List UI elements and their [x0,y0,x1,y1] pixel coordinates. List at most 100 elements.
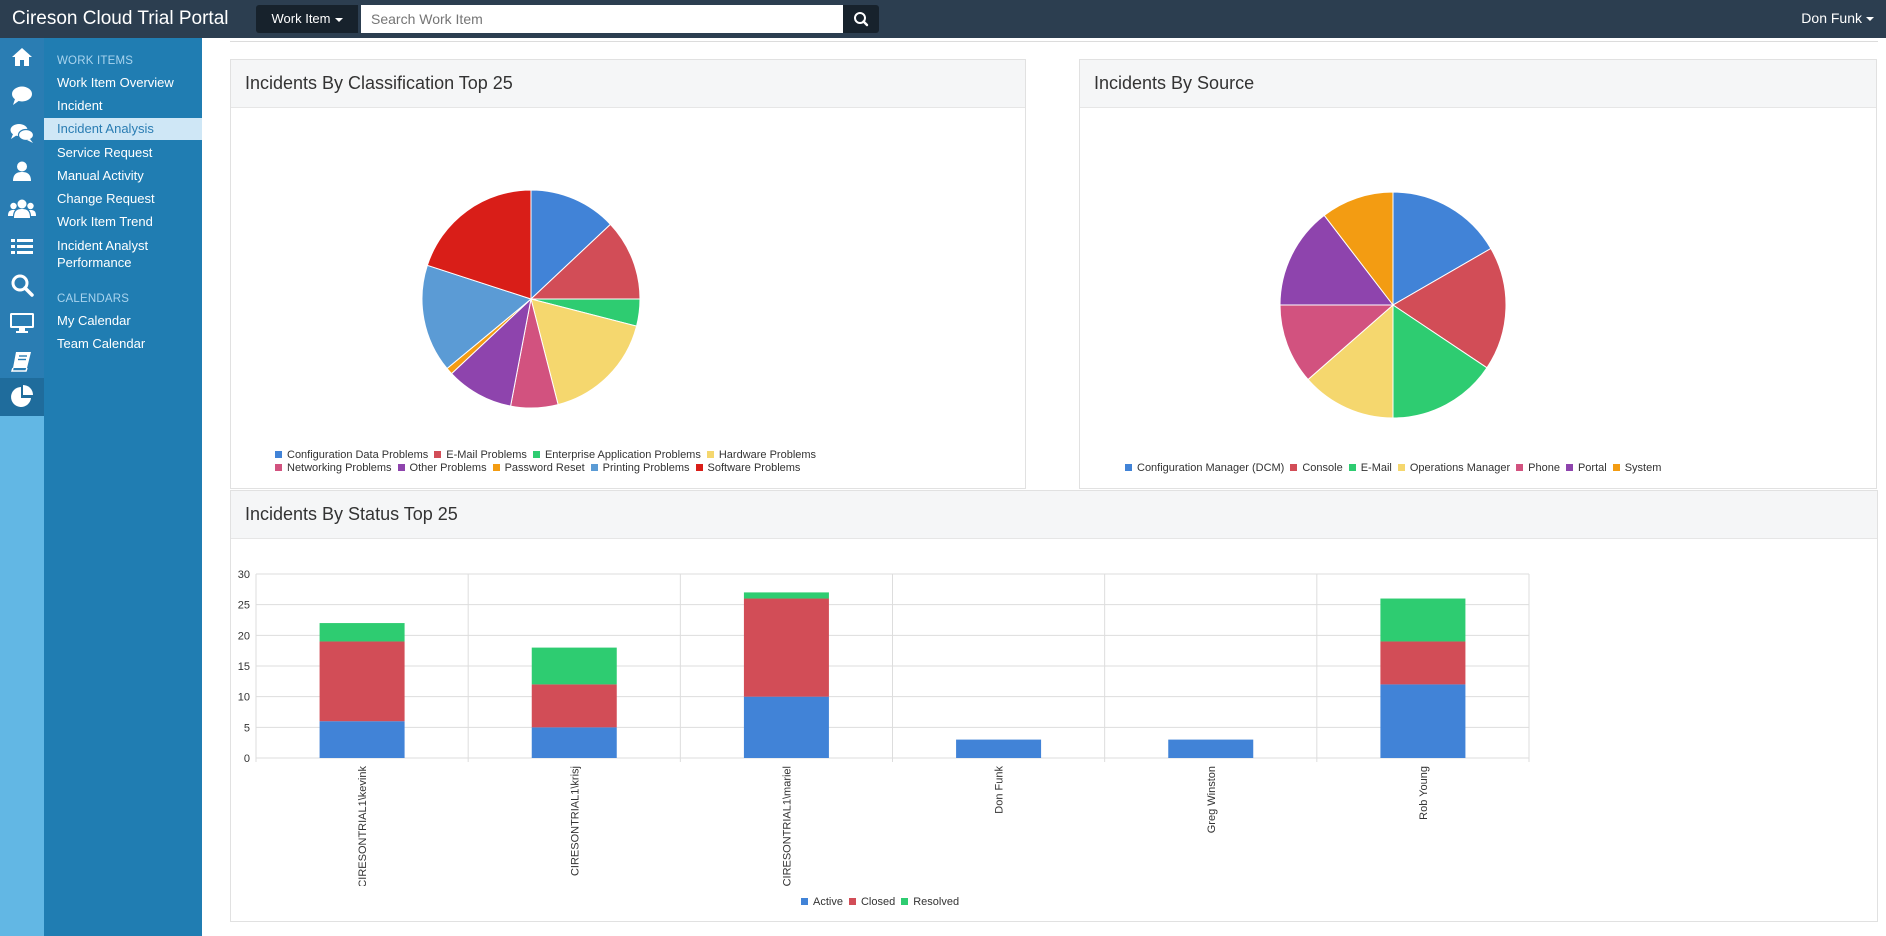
bar-closed-ciresontrial1-kevink[interactable] [319,641,405,722]
pie-slice-configuration-data-problems[interactable] [530,189,612,301]
classification-panel: Incidents By Classification Top 25 Confi… [230,59,1026,489]
app-title[interactable]: Cireson Cloud Trial Portal [12,8,229,29]
sidebar-item-service-request[interactable]: Service Request [57,145,153,160]
pie-slice-console[interactable] [1392,247,1507,369]
pie-slice-system[interactable] [1323,191,1394,307]
legend-item-e-mail-problems[interactable]: E-Mail Problems [434,449,527,462]
search-button[interactable] [843,5,879,33]
legend-item-operations-manager[interactable]: Operations Manager [1397,462,1510,475]
legend-item-printing-problems[interactable]: Printing Problems [590,462,690,475]
legend-item-password-reset[interactable]: Password Reset [492,462,585,475]
pie-slice-e-mail-problems[interactable] [529,223,641,300]
classification-pie-chart [421,189,641,409]
sidebar-item-change-request[interactable]: Change Request [57,191,155,206]
bar-closed-ciresontrial1-krisj[interactable] [531,684,617,728]
legend-label: Enterprise Application Problems [544,449,701,461]
legend-item-portal[interactable]: Portal [1565,462,1607,475]
bar-resolved-ciresontrial1-mariel[interactable] [743,592,829,599]
legend-swatch [532,451,540,458]
user-menu[interactable]: Don Funk [1801,10,1874,26]
sidebar-item-work-item-trend[interactable]: Work Item Trend [57,214,153,229]
sidebar-item-incident[interactable]: Incident [57,98,103,113]
legend-item-hardware-problems[interactable]: Hardware Problems [706,449,817,462]
legend-label: Hardware Problems [718,449,817,461]
legend-item-enterprise-application-problems[interactable]: Enterprise Application Problems [532,449,701,462]
comment-nav-button[interactable] [0,76,44,114]
pie-slice-operations-manager[interactable] [1307,303,1394,419]
caret-down-icon [334,17,343,22]
legend-label: Software Problems [707,462,801,474]
y-tick-label: 25 [238,600,250,612]
sidebar-item-manual-activity[interactable]: Manual Activity [57,168,144,183]
list-nav-button[interactable] [0,228,44,266]
legend-item-closed[interactable]: Closed [848,896,895,909]
bar-active-ciresontrial1-krisj[interactable] [531,727,617,758]
monitor-icon [10,313,34,333]
legend-item-phone[interactable]: Phone [1516,462,1560,475]
pie-slice-printing-problems[interactable] [421,264,533,370]
bar-active-ciresontrial1-kevink[interactable] [319,721,405,758]
bar-resolved-ciresontrial1-kevink[interactable] [319,623,405,642]
legend-swatch [1397,464,1405,471]
pie-slice-software-problems[interactable] [426,189,532,300]
search-nav-button[interactable] [0,266,44,304]
bar-active-don-funk[interactable] [956,739,1042,758]
legend-item-console[interactable]: Console [1290,462,1343,475]
legend-item-e-mail[interactable]: E-Mail [1348,462,1392,475]
monitor-nav-button[interactable] [0,304,44,342]
panel-header: Incidents By Source [1080,60,1876,108]
y-tick-label: 10 [238,692,250,704]
bar-active-ciresontrial1-mariel[interactable] [743,696,829,758]
pie-slice-phone[interactable] [1279,304,1395,381]
pie-slice-e-mail[interactable] [1392,304,1488,419]
sidebar-item-incident-analysis[interactable]: Incident Analysis [44,118,202,140]
legend-label: Other Problems [409,462,487,474]
users-nav-button[interactable] [0,190,44,228]
legend-label: System [1624,462,1662,474]
legend-item-networking-problems[interactable]: Networking Problems [275,462,392,475]
legend-row: Configuration Data Problems E-Mail Proble… [275,449,822,462]
analytics-nav-button[interactable] [0,378,44,416]
pie-slice-portal[interactable] [1279,214,1395,306]
panel-header: Incidents By Status Top 25 [231,491,1877,539]
legend-item-configuration-manager-dcm[interactable]: Configuration Manager (DCM) [1125,462,1284,475]
caret-down-icon [1866,17,1874,22]
bar-resolved-ciresontrial1-krisj[interactable] [531,647,617,685]
home-nav-button[interactable] [0,38,44,76]
panel-header: Incidents By Classification Top 25 [231,60,1025,108]
legend-swatch [1348,464,1356,471]
work-item-dropdown-button[interactable]: Work Item [256,5,358,33]
bar-resolved-rob-young[interactable] [1380,598,1466,642]
legend-swatch [590,464,598,471]
bar-active-greg-winston[interactable] [1168,739,1254,758]
legend-item-active[interactable]: Active [801,896,843,909]
bar-closed-rob-young[interactable] [1380,641,1466,685]
legend-item-resolved[interactable]: Resolved [901,896,959,909]
comments-icon [10,124,35,143]
sidebar-item-work-item-overview[interactable]: Work Item Overview [57,75,174,90]
legend-swatch [901,898,909,905]
pie-slice-hardware-problems[interactable] [530,298,638,406]
bar-closed-ciresontrial1-mariel[interactable] [743,598,829,697]
legend-swatch [275,464,282,471]
user-nav-button[interactable] [0,152,44,190]
legend-item-other-problems[interactable]: Other Problems [397,462,487,475]
search-input[interactable] [361,5,843,33]
legend-item-system[interactable]: System [1612,462,1662,475]
comments-nav-button[interactable] [0,114,44,152]
x-tick-label: CIRESONTRIAL1\kevink [357,766,369,886]
pie-slice-configuration-manager-dcm[interactable] [1392,191,1492,306]
x-tick-label: Greg Winston [1206,766,1218,833]
sidebar-item-incident-analyst-performance[interactable]: Incident Analyst Performance [57,238,149,270]
legend-label: Active [813,896,843,908]
x-tick-label: Rob Young [1418,766,1430,820]
knowledge-nav-button[interactable] [0,342,44,380]
sidebar-item-team-calendar[interactable]: Team Calendar [57,336,146,351]
bar-active-rob-young[interactable] [1380,684,1466,758]
y-tick-label: 30 [238,569,250,581]
sidebar-item-my-calendar[interactable]: My Calendar [57,313,131,328]
legend-item-software-problems[interactable]: Software Problems [695,462,801,475]
x-tick-label: CIRESONTRIAL1\mariel [781,766,793,886]
legend-item-configuration-data-problems[interactable]: Configuration Data Problems [275,449,428,462]
divider [230,41,1878,42]
